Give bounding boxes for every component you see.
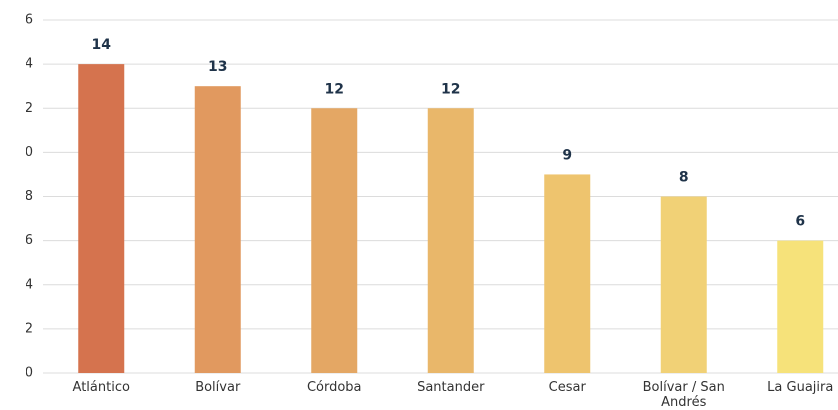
bar — [311, 108, 358, 373]
value-label: 8 — [679, 170, 689, 186]
y-tick-label: 16 — [16, 13, 33, 28]
bar — [78, 64, 125, 373]
y-tick-label: 6 — [25, 233, 33, 248]
y-tick-label: 2 — [25, 321, 33, 336]
x-tick-label: Atlántico — [72, 380, 130, 395]
x-tick-label: Cesar — [548, 380, 586, 395]
x-tick-label: La Guajira — [767, 380, 834, 395]
x-tick-label: Córdoba — [306, 380, 362, 395]
y-tick-label: 10 — [16, 145, 33, 160]
bar — [427, 108, 474, 373]
y-tick-label: 4 — [25, 277, 33, 292]
value-label: 12 — [325, 81, 344, 97]
x-tick-label: Bolívar — [195, 380, 241, 395]
x-tick-label: Santander — [417, 380, 485, 395]
x-tick-label: Bolívar / San Andrés — [642, 380, 725, 410]
y-tick-label: 14 — [16, 57, 33, 72]
bar — [544, 174, 591, 373]
value-label: 14 — [92, 37, 112, 53]
y-tick-label: 8 — [25, 189, 33, 204]
value-label: 6 — [795, 214, 805, 230]
bar — [194, 86, 241, 373]
y-tick-label: 0 — [25, 366, 33, 381]
bar — [660, 196, 707, 373]
value-label: 12 — [441, 81, 460, 97]
value-label: 13 — [208, 59, 227, 75]
bar — [777, 240, 824, 373]
value-label: 9 — [562, 147, 572, 163]
y-tick-label: 12 — [16, 101, 33, 116]
